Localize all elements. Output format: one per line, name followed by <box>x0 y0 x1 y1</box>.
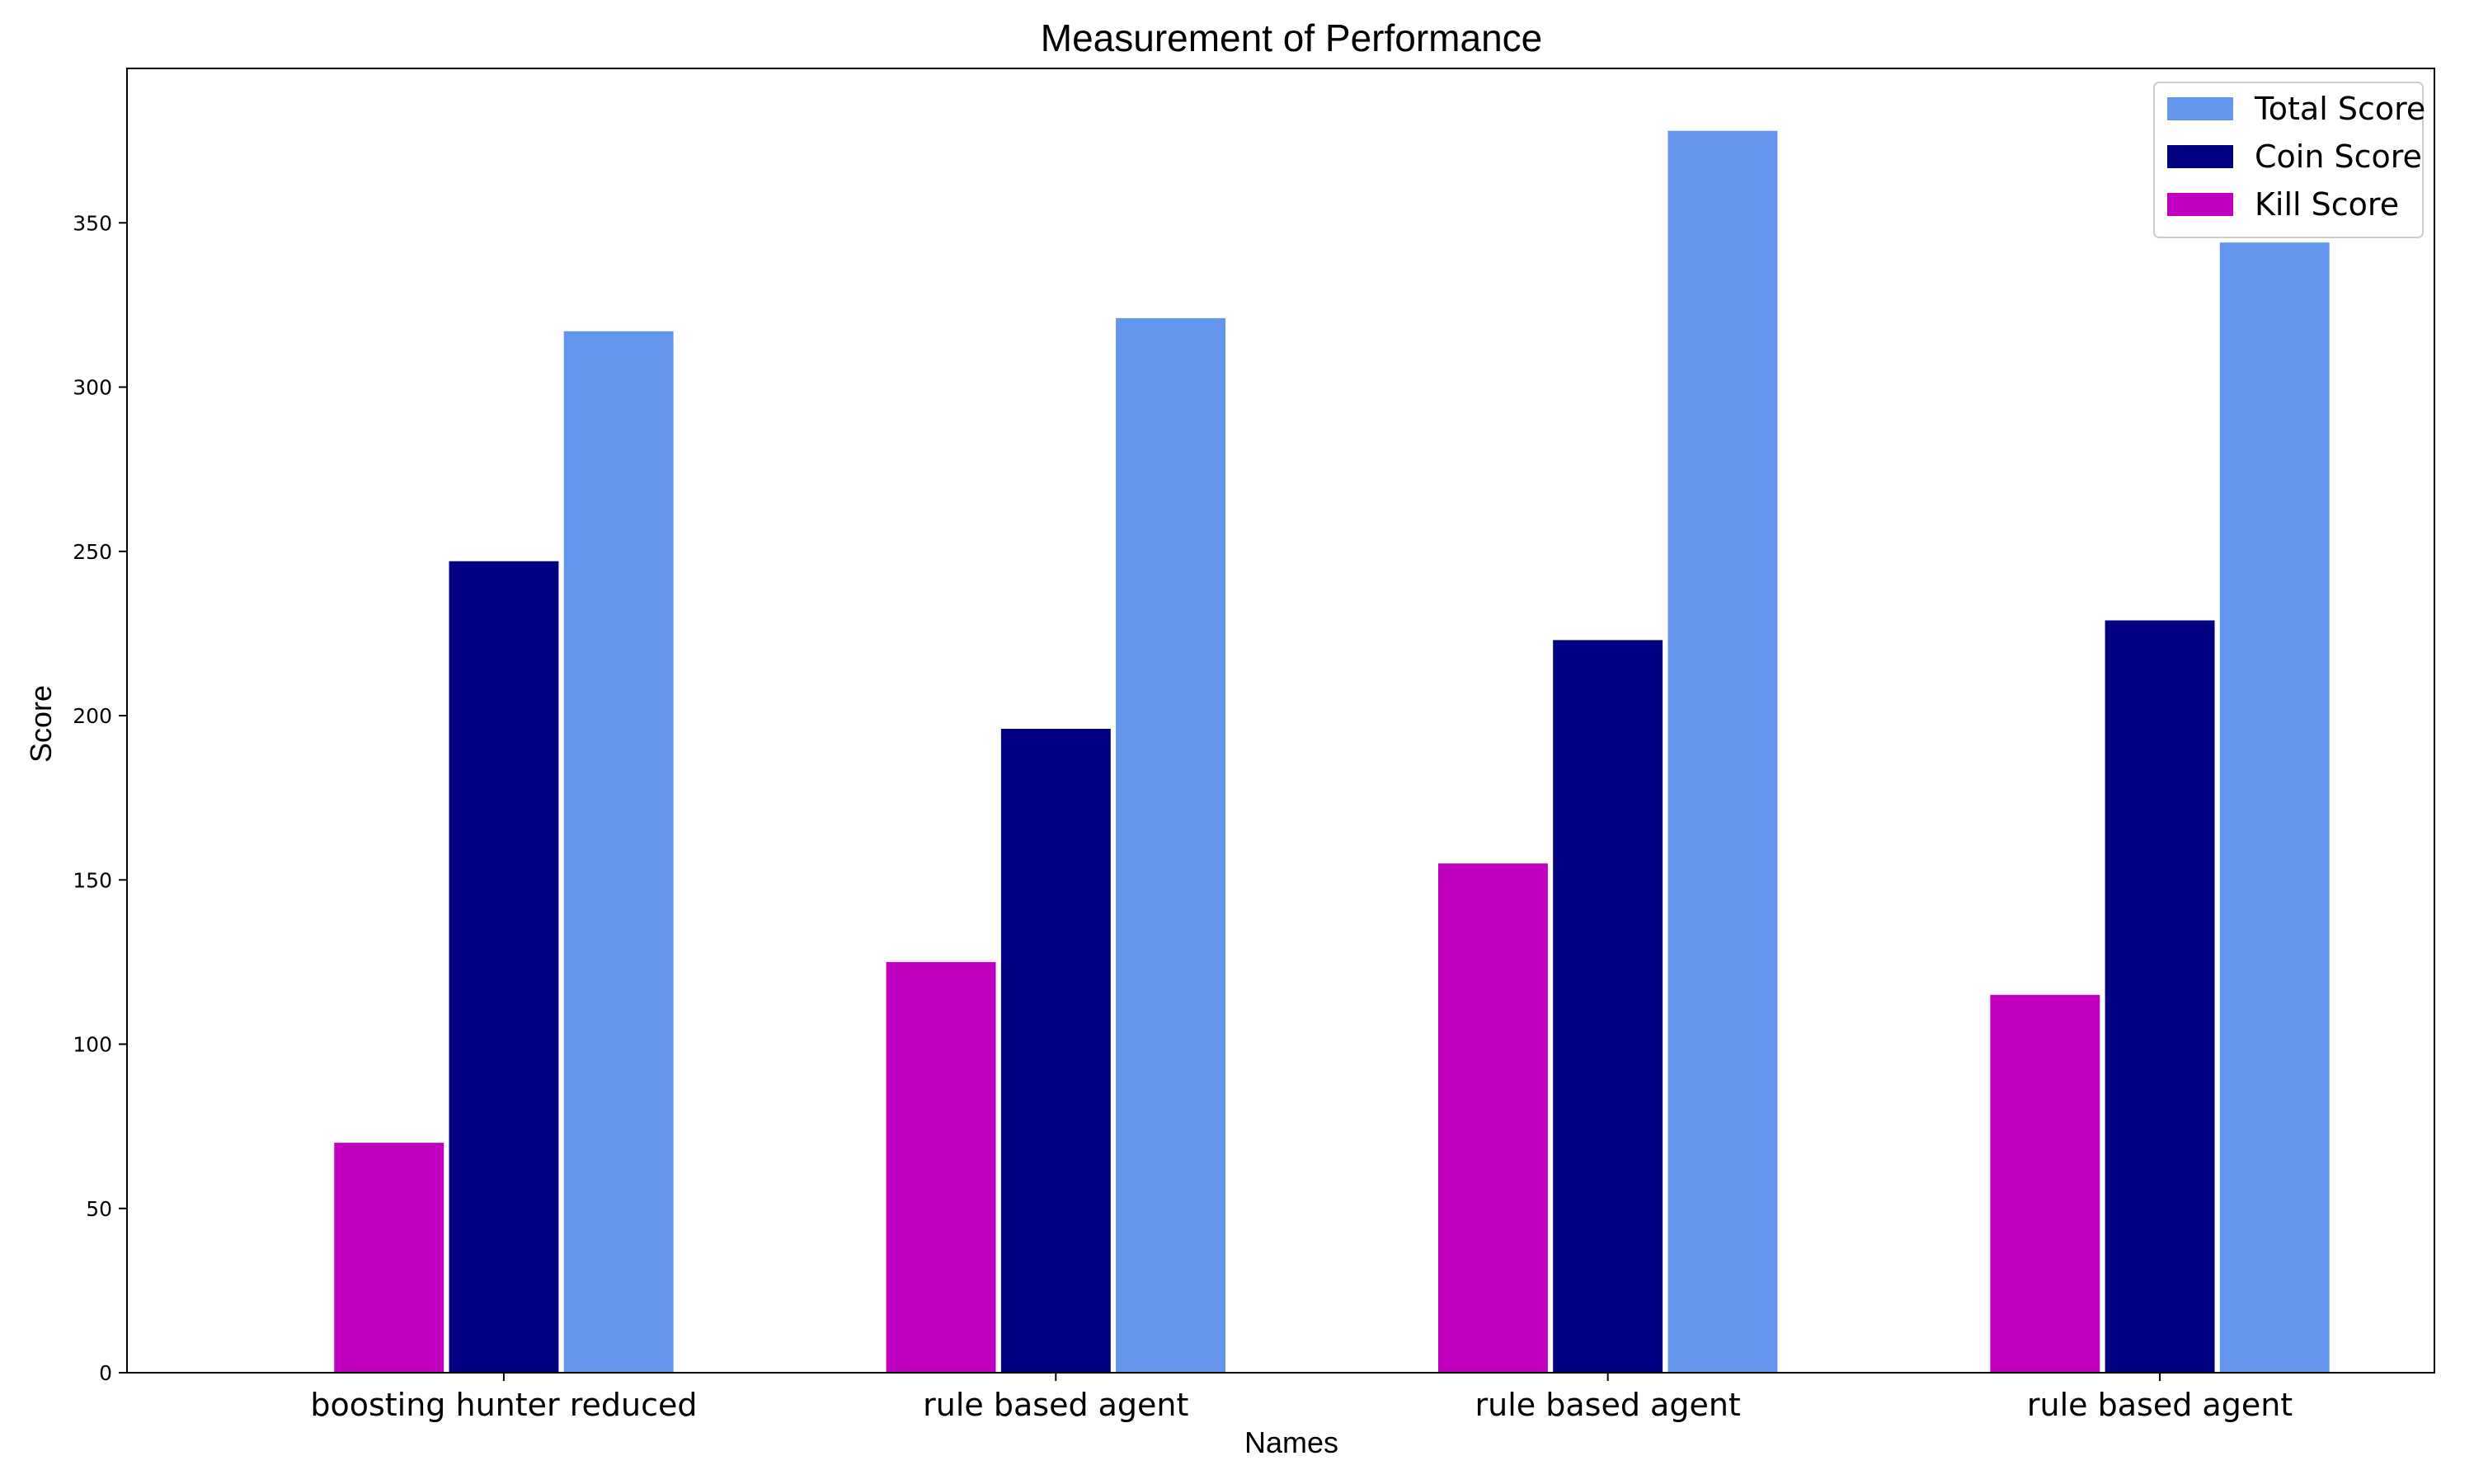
legend-label-kill-score: Kill Score <box>2255 186 2399 223</box>
legend-label-coin-score: Coin Score <box>2255 139 2422 175</box>
bar-total-score-3 <box>1667 130 1778 1374</box>
legend-swatch-kill-score <box>2167 193 2233 216</box>
bar-coin-score-2 <box>1000 729 1111 1373</box>
x-tick-label: rule based agent <box>923 1387 1188 1423</box>
bar-total-score-4 <box>2219 242 2330 1374</box>
bar-kill-score-3 <box>1438 863 1548 1373</box>
bar-total-score-2 <box>1116 317 1225 1373</box>
x-tick-label: boosting hunter reduced <box>310 1387 697 1423</box>
y-tick-label: 0 <box>99 1361 112 1385</box>
y-tick-label: 100 <box>73 1033 112 1057</box>
bar-coin-score-3 <box>1553 640 1663 1373</box>
y-tick-label: 350 <box>73 211 112 235</box>
y-tick-label: 300 <box>73 376 112 400</box>
legend-label-total-score: Total Score <box>2254 91 2425 127</box>
y-tick-label: 50 <box>86 1197 112 1221</box>
bar-kill-score-2 <box>886 961 996 1373</box>
plot-frame <box>126 68 2435 1374</box>
y-tick-label: 150 <box>73 868 112 892</box>
chart-title: Measurement of Performance <box>1041 16 1543 59</box>
x-axis-label: Names <box>1244 1425 1338 1459</box>
bar-total-score-1 <box>563 331 674 1373</box>
bar-coin-score-1 <box>449 561 559 1373</box>
bars-layer <box>334 130 2330 1374</box>
ticks-layer: 0 50 100 150 200 250 300 350 boosting hunter red… <box>73 211 2293 1423</box>
y-tick-label: 250 <box>73 540 112 564</box>
legend-swatch-coin-score <box>2167 145 2233 168</box>
bar-kill-score-4 <box>1990 994 2100 1373</box>
y-axis-label: Score <box>24 685 58 763</box>
x-tick-label: rule based agent <box>2027 1387 2293 1423</box>
legend-swatch-total-score <box>2167 97 2233 120</box>
chart-legend: Total Score Coin Score Kill Score <box>2153 82 2425 238</box>
bar-coin-score-4 <box>2105 620 2215 1373</box>
bar-kill-score-1 <box>334 1143 444 1373</box>
y-tick-label: 200 <box>73 704 112 728</box>
x-tick-label: rule based agent <box>1475 1387 1741 1423</box>
